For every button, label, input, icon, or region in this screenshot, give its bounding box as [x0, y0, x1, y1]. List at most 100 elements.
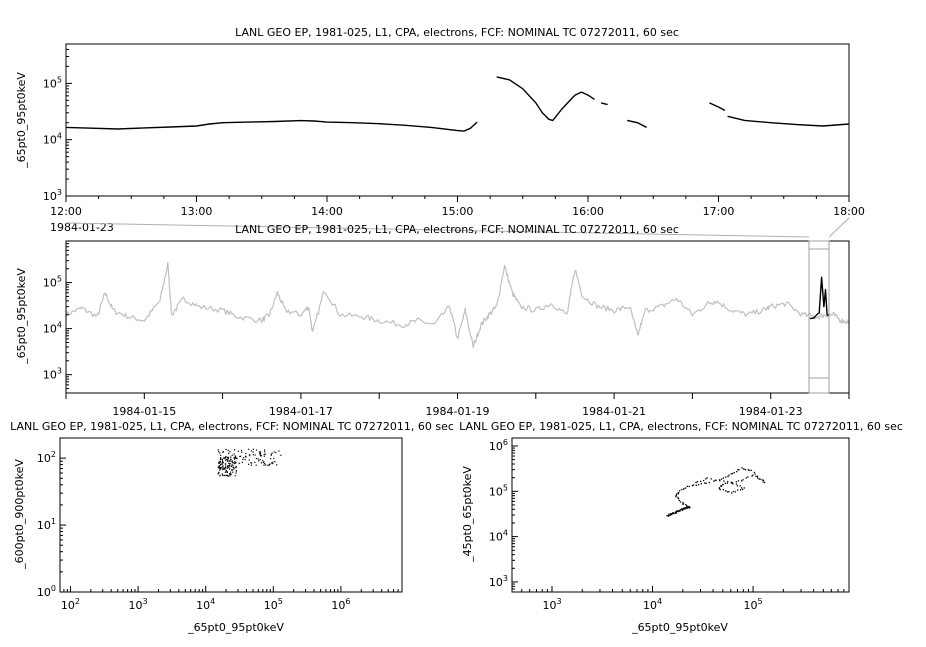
scatter-left-point — [280, 454, 282, 456]
scatter-right-point — [682, 503, 684, 505]
scatter-right-marks — [666, 467, 766, 517]
scatter-right-point — [700, 483, 702, 485]
scatter-left-point — [225, 465, 227, 467]
scatter-left-point — [219, 466, 221, 469]
scatter-left-point — [270, 454, 272, 456]
scatter-right-point — [744, 469, 747, 471]
scatter-right-point — [732, 483, 734, 485]
overview-panel-ylabel: _65pt0_95pt0keV — [15, 268, 28, 365]
scatter-right-point — [730, 473, 732, 475]
overview-panel-ytick-label-1: 104 — [43, 321, 62, 336]
scatter-left-point — [229, 475, 231, 477]
scatter-left-point — [218, 466, 220, 468]
overview-xtick-label-3: 1984-01-21 — [582, 405, 646, 418]
scatter-right-point — [721, 478, 723, 480]
scatter-right-point — [736, 471, 738, 473]
scatter-right-point — [678, 510, 680, 512]
scatter-right-point — [732, 490, 734, 493]
overview-series-grey — [65, 262, 850, 349]
scatter-right-point — [679, 501, 682, 503]
scatter-right-point — [755, 475, 757, 477]
top-panel-series-line — [627, 119, 648, 129]
scatter-right-point — [697, 484, 700, 486]
scatter-left-point — [221, 459, 224, 461]
scatter-right-point — [726, 491, 729, 493]
scatter-left-frame — [59, 437, 403, 593]
top-panel-xtick-label-6: 18:00 — [833, 205, 865, 218]
scatter-right-point — [762, 479, 765, 481]
scatter-left-point — [224, 463, 226, 465]
scatter-left-point — [234, 455, 237, 458]
scatter-left-point — [228, 464, 231, 466]
scatter-right-point — [705, 478, 707, 480]
scatter-left-point — [248, 459, 250, 461]
scatter-left-point — [218, 471, 220, 473]
scatter-right-point — [719, 480, 721, 482]
scatter-left-point — [224, 467, 226, 469]
scatter-left-point — [232, 471, 234, 473]
scatter-left-point — [264, 463, 266, 465]
scatter-right-point — [675, 496, 677, 498]
scatter-left-point — [229, 463, 231, 465]
scatter-right-point — [756, 475, 759, 477]
scatter-right-xtick-label-0: 103 — [542, 597, 561, 612]
scatter-right-point — [670, 513, 672, 515]
top-panel-series-line — [496, 76, 595, 122]
scatter-right-point — [756, 477, 759, 479]
scatter-left-point — [255, 449, 258, 451]
scatter-right-point — [728, 491, 730, 493]
scatter-right-point — [727, 475, 729, 478]
scatter-right-point — [762, 481, 764, 483]
scatter-right-point — [676, 493, 678, 495]
scatter-right-point — [700, 480, 702, 482]
overview-panel-marks — [65, 262, 850, 349]
scatter-left-point — [245, 456, 247, 458]
scatter-right-point — [668, 513, 670, 515]
scatter-left-point — [218, 451, 220, 453]
scatter-left-point — [231, 464, 233, 466]
overview-xtick-label-4: 1984-01-23 — [739, 405, 803, 418]
scatter-right-point — [671, 513, 673, 515]
scatter-right-point — [677, 491, 679, 494]
top-panel-marks — [65, 76, 850, 132]
scatter-right-point — [670, 513, 672, 516]
overview-panel-frame — [65, 240, 850, 394]
scatter-right-point — [725, 476, 727, 478]
scatter-left-point — [263, 453, 265, 456]
scatter-left-point — [218, 465, 220, 467]
overview-panel-ytick-label-2: 105 — [43, 275, 62, 290]
scatter-right-panel: LANL GEO EP, 1981-025, L1, CPA, electron… — [459, 420, 903, 634]
scatter-left-point — [220, 458, 222, 460]
scatter-right-point — [752, 474, 754, 476]
scatter-left-point — [264, 449, 266, 451]
scatter-left-point — [229, 451, 231, 453]
scatter-right-point — [750, 469, 752, 471]
scatter-left-point — [275, 452, 277, 454]
scatter-left-point — [226, 456, 228, 459]
scatter-left-point — [226, 467, 228, 469]
scatter-left-point — [224, 468, 226, 471]
scatter-right-frame — [511, 437, 850, 593]
scatter-left-point — [233, 457, 235, 459]
scatter-left-point — [263, 461, 265, 463]
scatter-left-xtick-label-2: 104 — [196, 597, 215, 612]
scatter-left-point — [230, 471, 232, 473]
scatter-left-point — [225, 448, 227, 450]
scatter-right-point — [682, 501, 684, 504]
scatter-left-point — [272, 461, 274, 463]
scatter-left-point — [221, 464, 223, 466]
scatter-right-point — [667, 515, 670, 517]
scatter-left-xtick-label-1: 103 — [129, 597, 148, 612]
scatter-right-point — [681, 489, 683, 491]
scatter-left-point — [233, 453, 235, 455]
scatter-right-ylabel: _45pt0_65pt0keV — [461, 466, 474, 563]
scatter-right-point — [731, 482, 734, 484]
scatter-right-point — [681, 509, 683, 512]
scatter-right-point — [708, 481, 710, 484]
scatter-left-point — [217, 472, 219, 474]
scatter-right-point — [735, 481, 737, 483]
scatter-right-point — [683, 508, 685, 511]
scatter-right-point — [733, 471, 735, 474]
overview-panel-title: LANL GEO EP, 1981-025, L1, CPA, electron… — [235, 223, 679, 236]
top-panel-xtick-label-0: 12:00 — [50, 205, 82, 218]
